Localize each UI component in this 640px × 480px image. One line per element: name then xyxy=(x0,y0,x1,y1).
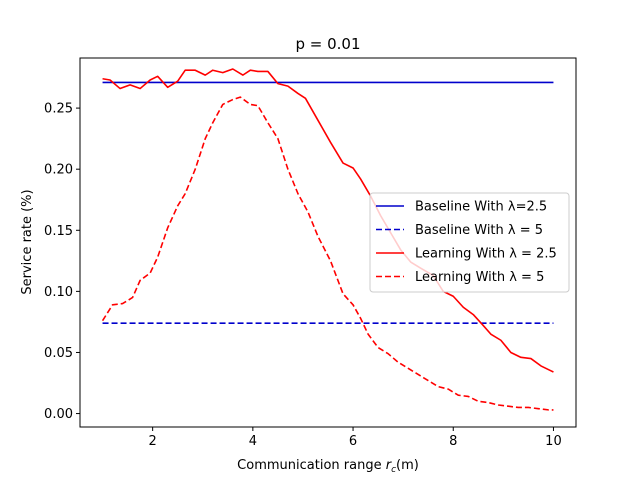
legend: Baseline With λ=2.5 Baseline With λ = 5 Le… xyxy=(369,192,570,293)
x-tick-label: 4 xyxy=(249,434,257,449)
y-tick-label: 0.25 xyxy=(44,102,73,117)
y-tick-label: 0.05 xyxy=(44,346,73,361)
axes-frame xyxy=(79,57,577,428)
x-tick-label: 6 xyxy=(349,434,357,449)
y-tick-label: 0.15 xyxy=(44,224,73,239)
x-axis-label-suffix: (m) xyxy=(396,458,419,473)
series-line-learning-with-2-5 xyxy=(102,68,554,373)
legend-items: Baseline With λ=2.5 Baseline With λ = 5 Le… xyxy=(376,200,557,285)
chart-title: p = 0.01 xyxy=(295,35,360,53)
x-tick-label: 8 xyxy=(449,434,457,449)
legend-label: Learning With λ = 5 xyxy=(415,270,544,285)
y-axis-label: Service rate (%) xyxy=(20,189,35,294)
y-tick-label: 0.00 xyxy=(44,407,73,422)
legend-box xyxy=(369,192,570,293)
x-axis-label-variable: r xyxy=(386,458,393,473)
legend-label: Baseline With λ=2.5 xyxy=(415,200,547,215)
x-axis-ticks: 2 4 6 8 10 xyxy=(149,427,562,449)
legend-label: Learning With λ = 2.5 xyxy=(415,247,557,262)
x-axis-label-prefix: Communication range xyxy=(237,458,386,473)
x-axis-label: Communication range rc(m) xyxy=(237,458,419,475)
y-axis-ticks: 0.00 0.05 0.10 0.15 0.20 0.25 xyxy=(44,102,80,422)
x-axis-label-subscript: c xyxy=(391,465,396,475)
x-tick-label: 10 xyxy=(545,434,562,449)
series-layer xyxy=(101,68,554,411)
legend-label: Baseline With λ = 5 xyxy=(415,223,543,238)
y-tick-label: 0.20 xyxy=(44,163,73,178)
x-tick-label: 2 xyxy=(149,434,157,449)
series-line-learning-with-5 xyxy=(101,96,554,411)
y-tick-label: 0.10 xyxy=(44,285,73,300)
